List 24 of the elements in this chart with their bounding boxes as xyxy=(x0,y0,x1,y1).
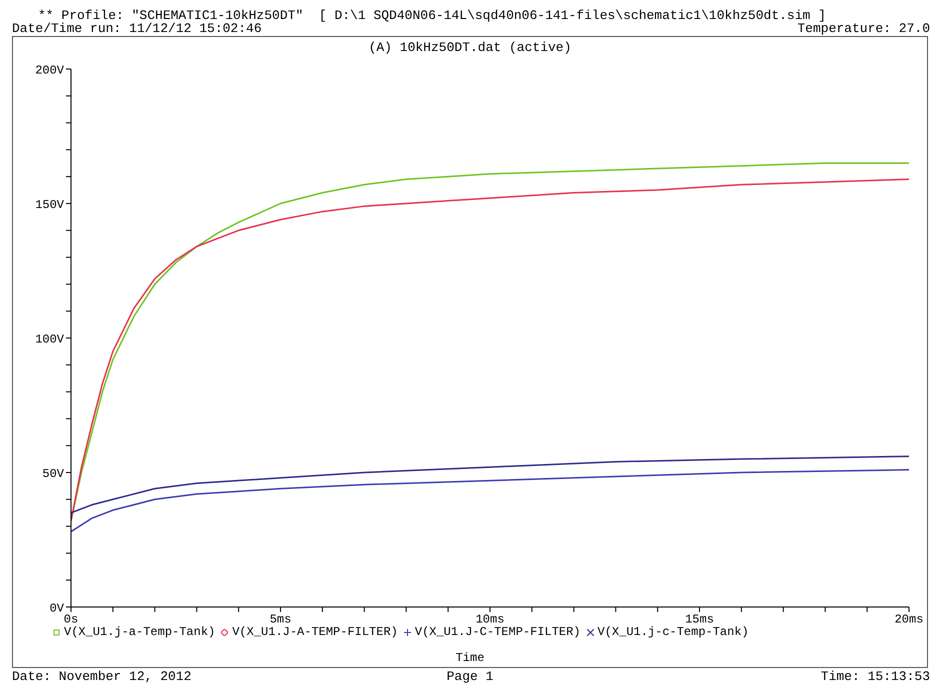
x-tick-label: 15ms xyxy=(685,612,714,627)
x-tick-label: 0s xyxy=(64,612,78,627)
y-tick-label: 200V xyxy=(35,63,65,78)
text: Date/Time run: 11/12/12 15:02:46 xyxy=(12,21,262,36)
x-tick-label: 10ms xyxy=(476,612,504,627)
x-axis-title: Time xyxy=(454,651,486,665)
legend-label: V(X_U1.j-c-Temp-Tank) xyxy=(598,625,749,639)
legend-label: V(X_U1.J-A-TEMP-FILTER) xyxy=(232,625,398,639)
line-series xyxy=(71,469,909,532)
x-tick-label: 20ms xyxy=(894,612,924,627)
text: Date: November 12, 2012 xyxy=(12,669,192,684)
y-tick-label: 100V xyxy=(35,332,65,346)
x-tick-label: 5ms xyxy=(270,612,292,627)
line-series xyxy=(71,456,909,514)
legend-label: V(X_U1.j-a-Temp-Tank) xyxy=(64,625,216,639)
text: Time: 15:13:53 xyxy=(820,669,930,684)
chart-title: (A) 10kHz50DT.dat (active) xyxy=(368,40,572,55)
legend-label: V(X_U1.J-C-TEMP-FILTER) xyxy=(414,625,581,639)
y-tick-label: 0V xyxy=(50,601,65,616)
y-tick-label: 150V xyxy=(35,198,65,212)
text: Temperature: 27.0 xyxy=(797,21,930,36)
text: Page 1 xyxy=(446,669,494,684)
y-tick-label: 50V xyxy=(42,466,65,481)
text: ** Profile: "SCHEMATIC1-10kHz50DT" [ D:\1 SQD40N06-14L\sqd40n06-141-files\schematic1\10khz50dt.sim ] xyxy=(38,8,826,23)
